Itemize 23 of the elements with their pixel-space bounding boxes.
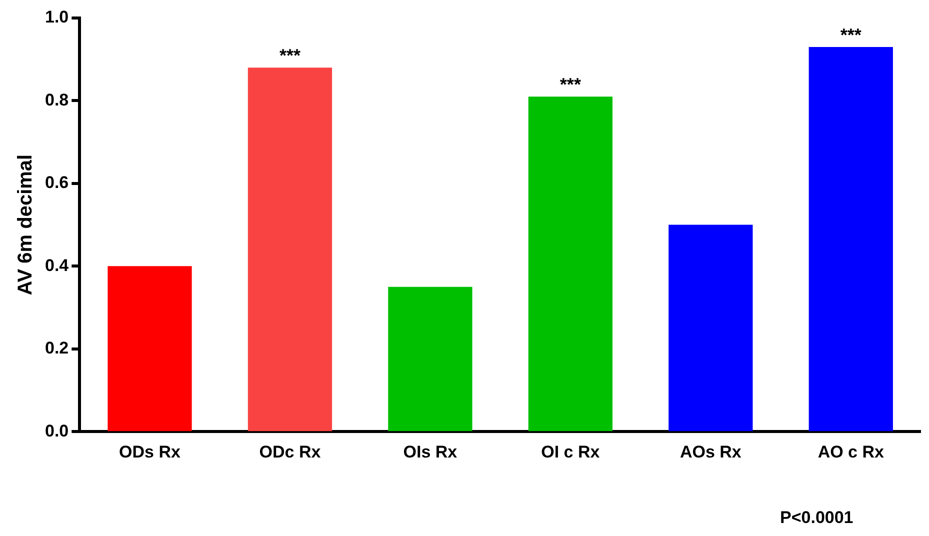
y-tick-label: 0.2 [44,338,69,358]
y-tick-label: 0.4 [44,256,70,275]
y-tick-label: 0.6 [44,173,69,192]
y-tick-label: 1.0 [44,8,69,27]
x-tick-label: OIs Rx [403,442,458,462]
x-tick-label: AO c Rx [818,442,884,462]
bar [388,286,472,432]
x-tick-label: OI c Rx [541,442,600,462]
y-tick-label: 0.0 [44,421,69,440]
bar [528,96,612,432]
bar [108,266,192,432]
annotation: *** [279,46,300,66]
annotation: *** [840,24,862,45]
annotation: *** [560,74,581,95]
x-tick-label: AOs Rx [680,442,742,462]
y-tick-label: 0.8 [44,90,69,110]
bar [808,46,893,432]
x-tick-label: ODc Rx [259,442,322,462]
bar [668,224,753,432]
bar [248,68,332,432]
text: P<0.0001 [780,508,854,528]
y-axis-title: AV 6m decimal [14,154,37,296]
x-tick-label: ODs Rx [119,442,181,462]
